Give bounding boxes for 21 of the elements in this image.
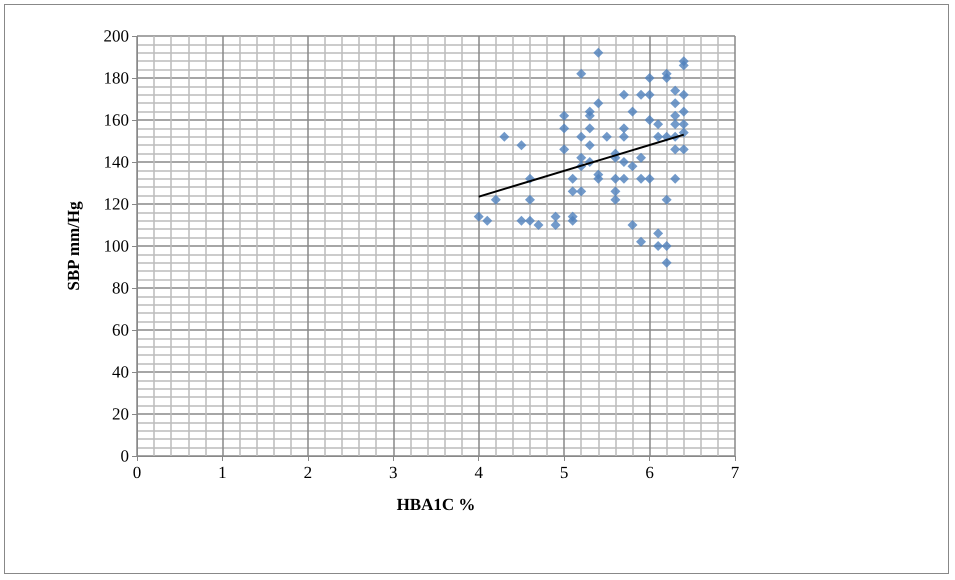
x-tick-label: 1 [218, 463, 227, 482]
y-axis-title: SBP mm/Hg [64, 200, 83, 291]
x-tick-label: 5 [560, 463, 568, 482]
x-axis-title: HBA1C % [396, 495, 476, 514]
x-tick-label: 6 [645, 463, 654, 482]
y-tick-label: 160 [104, 110, 129, 130]
y-tick-label: 120 [104, 194, 129, 214]
y-tick-label: 100 [104, 236, 129, 256]
y-tick-label: 0 [120, 446, 129, 466]
x-tick-label: 3 [389, 463, 398, 482]
y-tick-label: 40 [112, 362, 129, 382]
x-tick-label: 0 [132, 463, 142, 482]
y-tick-label: 20 [112, 404, 129, 424]
y-tick-label: 140 [104, 152, 129, 172]
y-tick-label: 60 [112, 320, 129, 340]
y-tick-label: 180 [104, 68, 129, 88]
x-tick-label: 4 [474, 463, 484, 482]
y-tick-label: 80 [112, 278, 129, 298]
x-tick-label: 7 [730, 463, 740, 482]
y-tick-label: 200 [104, 26, 129, 46]
x-tick-label: 2 [304, 463, 312, 482]
